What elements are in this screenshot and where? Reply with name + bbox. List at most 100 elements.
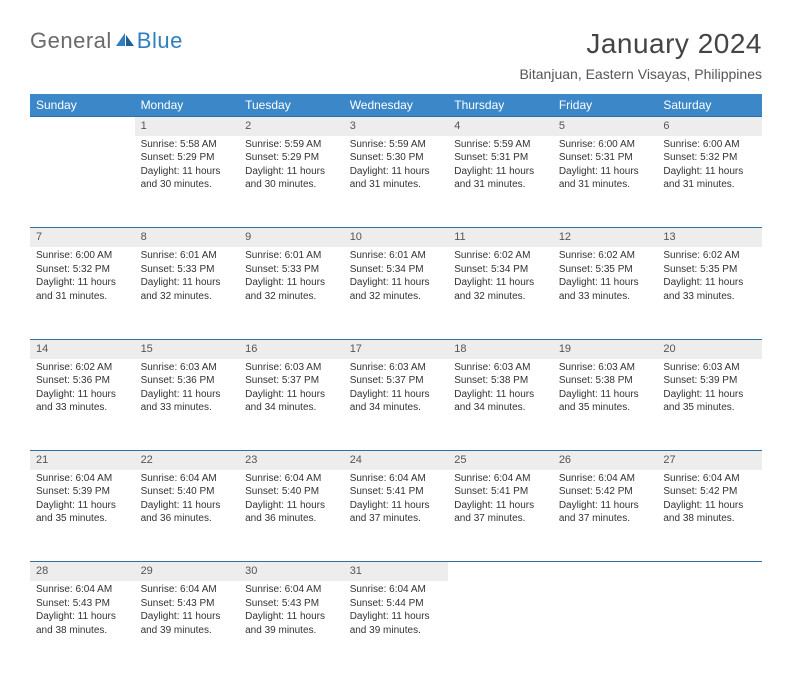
day-number [553,562,658,581]
daylight-text: Daylight: 11 hours and 32 minutes. [141,276,234,303]
day-number: 26 [553,451,658,470]
day-cell: Sunrise: 6:03 AMSunset: 5:36 PMDaylight:… [135,359,240,451]
daylight-text: Daylight: 11 hours and 37 minutes. [559,499,652,526]
daylight-text: Daylight: 11 hours and 34 minutes. [454,388,547,415]
day-cell-body: Sunrise: 6:03 AMSunset: 5:38 PMDaylight:… [448,359,553,421]
day-number: 25 [448,451,553,470]
sunrise-text: Sunrise: 6:01 AM [245,249,338,263]
day-number: 27 [657,451,762,470]
day-cell: Sunrise: 6:00 AMSunset: 5:31 PMDaylight:… [553,136,658,228]
day-cell: Sunrise: 6:04 AMSunset: 5:43 PMDaylight:… [239,581,344,673]
daylight-text: Daylight: 11 hours and 36 minutes. [245,499,338,526]
day-number [448,562,553,581]
day-body-row: Sunrise: 6:04 AMSunset: 5:39 PMDaylight:… [30,470,762,562]
day-cell-body: Sunrise: 6:00 AMSunset: 5:31 PMDaylight:… [553,136,658,198]
sunrise-text: Sunrise: 6:04 AM [36,583,129,597]
day-number: 2 [239,117,344,136]
sunset-text: Sunset: 5:43 PM [245,597,338,611]
daylight-text: Daylight: 11 hours and 30 minutes. [141,165,234,192]
sunrise-text: Sunrise: 6:04 AM [245,472,338,486]
sunset-text: Sunset: 5:29 PM [141,151,234,165]
sunset-text: Sunset: 5:33 PM [245,263,338,277]
day-body-row: Sunrise: 5:58 AMSunset: 5:29 PMDaylight:… [30,136,762,228]
sunset-text: Sunset: 5:36 PM [141,374,234,388]
day-number: 17 [344,339,449,358]
daylight-text: Daylight: 11 hours and 32 minutes. [350,276,443,303]
day-cell: Sunrise: 6:04 AMSunset: 5:41 PMDaylight:… [344,470,449,562]
day-cell-body: Sunrise: 6:02 AMSunset: 5:34 PMDaylight:… [448,247,553,309]
day-number: 21 [30,451,135,470]
sunset-text: Sunset: 5:38 PM [559,374,652,388]
calendar-table: Sunday Monday Tuesday Wednesday Thursday… [30,94,762,673]
sunset-text: Sunset: 5:44 PM [350,597,443,611]
day-cell: Sunrise: 5:59 AMSunset: 5:30 PMDaylight:… [344,136,449,228]
day-cell: Sunrise: 6:02 AMSunset: 5:35 PMDaylight:… [657,247,762,339]
day-number: 18 [448,339,553,358]
sunrise-text: Sunrise: 6:01 AM [350,249,443,263]
sunset-text: Sunset: 5:41 PM [350,485,443,499]
day-number-row: 78910111213 [30,228,762,247]
sunset-text: Sunset: 5:35 PM [663,263,756,277]
daylight-text: Daylight: 11 hours and 34 minutes. [350,388,443,415]
day-cell: Sunrise: 6:02 AMSunset: 5:36 PMDaylight:… [30,359,135,451]
day-cell: Sunrise: 6:01 AMSunset: 5:33 PMDaylight:… [239,247,344,339]
day-number: 30 [239,562,344,581]
day-number: 29 [135,562,240,581]
daylight-text: Daylight: 11 hours and 33 minutes. [559,276,652,303]
daylight-text: Daylight: 11 hours and 37 minutes. [350,499,443,526]
brand-general: General [30,28,112,54]
sunset-text: Sunset: 5:32 PM [36,263,129,277]
sunrise-text: Sunrise: 6:04 AM [454,472,547,486]
day-cell-body: Sunrise: 5:59 AMSunset: 5:30 PMDaylight:… [344,136,449,198]
day-number [657,562,762,581]
sunrise-text: Sunrise: 6:04 AM [245,583,338,597]
day-cell: Sunrise: 6:04 AMSunset: 5:43 PMDaylight:… [135,581,240,673]
day-cell-body: Sunrise: 6:04 AMSunset: 5:40 PMDaylight:… [135,470,240,532]
day-cell: Sunrise: 6:03 AMSunset: 5:39 PMDaylight:… [657,359,762,451]
day-number: 1 [135,117,240,136]
day-number: 3 [344,117,449,136]
sunset-text: Sunset: 5:37 PM [245,374,338,388]
day-cell-body: Sunrise: 6:03 AMSunset: 5:37 PMDaylight:… [344,359,449,421]
day-number: 6 [657,117,762,136]
sunrise-text: Sunrise: 6:04 AM [141,472,234,486]
daylight-text: Daylight: 11 hours and 35 minutes. [36,499,129,526]
day-cell-body: Sunrise: 6:04 AMSunset: 5:43 PMDaylight:… [239,581,344,643]
sunset-text: Sunset: 5:32 PM [663,151,756,165]
day-number: 8 [135,228,240,247]
day-cell-body: Sunrise: 6:03 AMSunset: 5:39 PMDaylight:… [657,359,762,421]
brand-blue: Blue [137,28,183,54]
day-body-row: Sunrise: 6:02 AMSunset: 5:36 PMDaylight:… [30,359,762,451]
day-cell-body: Sunrise: 6:04 AMSunset: 5:41 PMDaylight:… [344,470,449,532]
day-cell-body: Sunrise: 6:01 AMSunset: 5:33 PMDaylight:… [239,247,344,309]
day-cell-body: Sunrise: 6:04 AMSunset: 5:44 PMDaylight:… [344,581,449,643]
day-cell: Sunrise: 5:59 AMSunset: 5:31 PMDaylight:… [448,136,553,228]
day-number: 14 [30,339,135,358]
day-number: 15 [135,339,240,358]
sunset-text: Sunset: 5:41 PM [454,485,547,499]
day-cell-body: Sunrise: 6:02 AMSunset: 5:36 PMDaylight:… [30,359,135,421]
day-header: Friday [553,94,658,117]
daylight-text: Daylight: 11 hours and 35 minutes. [559,388,652,415]
daylight-text: Daylight: 11 hours and 31 minutes. [454,165,547,192]
day-number: 9 [239,228,344,247]
day-number: 28 [30,562,135,581]
daylight-text: Daylight: 11 hours and 38 minutes. [663,499,756,526]
day-number: 10 [344,228,449,247]
day-cell-body: Sunrise: 6:01 AMSunset: 5:33 PMDaylight:… [135,247,240,309]
day-number-row: 14151617181920 [30,339,762,358]
sunrise-text: Sunrise: 6:00 AM [663,138,756,152]
day-cell [553,581,658,673]
day-number: 16 [239,339,344,358]
sunrise-text: Sunrise: 6:04 AM [663,472,756,486]
day-number: 31 [344,562,449,581]
day-cell-body: Sunrise: 5:58 AMSunset: 5:29 PMDaylight:… [135,136,240,198]
day-number: 24 [344,451,449,470]
sunrise-text: Sunrise: 6:04 AM [36,472,129,486]
sunrise-text: Sunrise: 6:04 AM [141,583,234,597]
sunrise-text: Sunrise: 6:03 AM [141,361,234,375]
sunrise-text: Sunrise: 6:03 AM [559,361,652,375]
sunset-text: Sunset: 5:40 PM [141,485,234,499]
day-cell: Sunrise: 6:02 AMSunset: 5:35 PMDaylight:… [553,247,658,339]
calendar-body: 123456Sunrise: 5:58 AMSunset: 5:29 PMDay… [30,117,762,674]
